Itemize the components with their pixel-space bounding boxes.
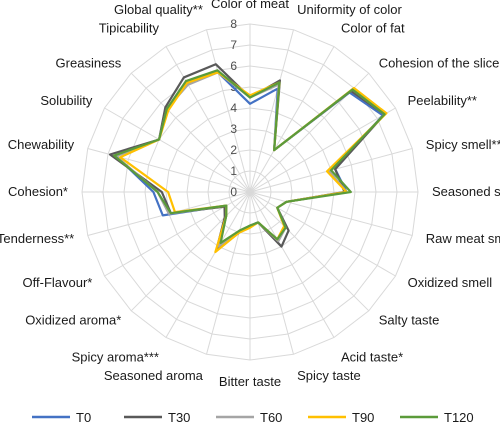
grid-spoke — [249, 191, 370, 312]
tick-label: 8 — [230, 17, 237, 31]
legend: T0 T30 T60 T90 T120 — [32, 410, 474, 425]
grid-spoke — [206, 29, 251, 193]
tick-label: 4 — [230, 101, 237, 115]
grid-spoke — [249, 191, 413, 236]
legend-label: T90 — [352, 410, 374, 425]
axis-label: Cohesion of the slice — [379, 55, 500, 70]
axis-label: Spicy aroma*** — [72, 350, 159, 365]
grid-spoke — [249, 191, 294, 355]
tick-label: 3 — [230, 122, 237, 136]
axis-label: Salty taste — [379, 313, 440, 328]
axis-label-layer: Color of meat Uniformity of color Color of… — [0, 0, 500, 389]
axis-label: Bitter taste — [219, 374, 281, 389]
axis-label: Spicy smell** — [426, 137, 500, 152]
grid-spoke — [104, 191, 251, 277]
axis-label: Seasoned smell — [432, 184, 500, 199]
grid-spoke — [206, 191, 251, 355]
tick-label: 2 — [230, 143, 237, 157]
series-line-t120 — [112, 69, 386, 245]
grid-spoke — [249, 46, 335, 193]
axis-label: Oxidized aroma* — [25, 313, 121, 328]
legend-label: T0 — [76, 410, 91, 425]
grid-spoke — [130, 72, 251, 193]
series-layer — [108, 63, 388, 254]
axis-label: Tenderness** — [0, 231, 74, 246]
axis-label: Color of meat — [211, 0, 289, 11]
axis-label: Greasiness — [56, 55, 122, 70]
axis-label: Peelability** — [408, 93, 477, 108]
legend-label: T30 — [168, 410, 190, 425]
axis-label: Off-Flavour* — [23, 275, 93, 290]
grid-spoke — [249, 29, 294, 193]
axis-label: Seasoned aroma — [104, 368, 204, 383]
grid-spoke — [165, 191, 251, 338]
grid-spoke — [165, 46, 251, 193]
legend-label: T60 — [260, 410, 282, 425]
axis-label: Acid taste* — [341, 350, 403, 365]
tick-label: 7 — [230, 38, 237, 52]
tick-label: 0 — [230, 185, 237, 199]
axis-label: Spicy taste — [297, 368, 361, 383]
axis-label: Uniformity of color — [297, 2, 402, 17]
axis-label: Global quality** — [114, 2, 203, 17]
axis-label: Chewability — [8, 137, 75, 152]
axis-label: Cohesion* — [8, 184, 68, 199]
grid-spoke — [249, 191, 335, 338]
grid-spoke — [130, 191, 251, 312]
grid-spoke — [249, 191, 396, 277]
axis-label: Tipicability — [99, 20, 160, 35]
axis-label: Solubility — [40, 93, 93, 108]
axis-label: Oxidized smell — [408, 275, 493, 290]
axis-label: Color of fat — [341, 20, 405, 35]
tick-label: 6 — [230, 59, 237, 73]
legend-label: T120 — [444, 410, 474, 425]
grid-layer — [81, 23, 419, 361]
grid-spoke — [104, 107, 251, 193]
axis-label: Raw meat smell — [426, 231, 500, 246]
grid-spoke — [249, 107, 396, 193]
tick-label: 1 — [230, 164, 237, 178]
